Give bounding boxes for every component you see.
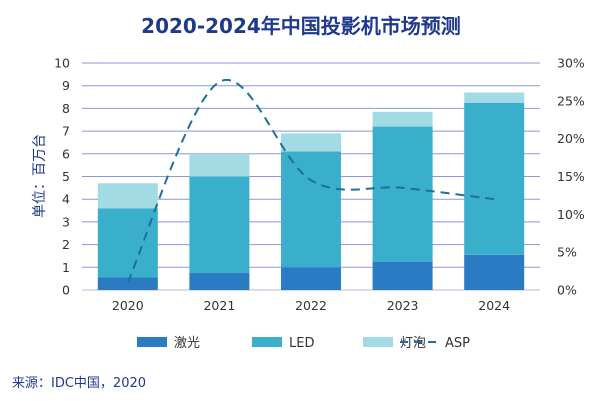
bar-segment bbox=[464, 254, 525, 290]
y-tick-label: 0 bbox=[62, 283, 70, 298]
chart-title: 2020-2024年中国投影机市场预测 bbox=[141, 14, 461, 38]
bar-segment bbox=[97, 208, 158, 278]
y-tick-label: 10 bbox=[54, 56, 70, 71]
y-tick-label: 3 bbox=[62, 214, 70, 229]
y-axis-label: 单位：百万台 bbox=[32, 134, 48, 218]
bar-segment bbox=[189, 176, 250, 273]
bar-segment bbox=[372, 111, 433, 127]
y2-tick-label: 20% bbox=[557, 131, 585, 146]
y-tick-label: 8 bbox=[62, 101, 70, 116]
bar-segment bbox=[281, 133, 341, 152]
y-tick-label: 1 bbox=[62, 260, 70, 275]
bar-segment bbox=[464, 102, 525, 255]
bar-segment bbox=[372, 261, 433, 290]
legend: 激光 LED 灯泡 ASP bbox=[137, 336, 470, 351]
y2-tick-label: 15% bbox=[557, 169, 585, 184]
y-tick-label: 7 bbox=[62, 124, 70, 139]
bars bbox=[97, 92, 525, 290]
x-tick-label: 2021 bbox=[203, 298, 235, 313]
bar-segment bbox=[464, 92, 525, 103]
legend-swatch bbox=[363, 337, 393, 347]
y2-axis-ticks: 0% 5% 10% 15% 20% 25% 30% bbox=[557, 56, 585, 298]
legend-swatch bbox=[252, 337, 282, 347]
bar-segment bbox=[281, 151, 341, 268]
asp-line bbox=[126, 78, 495, 283]
bar-segment bbox=[281, 267, 341, 290]
asp-line-path bbox=[126, 78, 495, 283]
y-tick-label: 6 bbox=[62, 146, 70, 161]
legend-swatch bbox=[137, 337, 167, 347]
x-tick-label: 2023 bbox=[387, 298, 419, 313]
y2-tick-label: 0% bbox=[557, 283, 577, 298]
x-tick-label: 2020 bbox=[112, 298, 144, 313]
y2-tick-label: 25% bbox=[557, 93, 585, 108]
legend-label: LED bbox=[289, 336, 314, 351]
legend-label: ASP bbox=[445, 336, 470, 351]
bar-segment bbox=[189, 153, 250, 177]
y-tick-label: 2 bbox=[62, 237, 70, 252]
bar-segment bbox=[189, 272, 250, 290]
x-tick-label: 2024 bbox=[478, 298, 510, 313]
legend-label: 灯泡 bbox=[400, 336, 426, 351]
bar-segment bbox=[97, 183, 158, 209]
x-tick-label: 2022 bbox=[295, 298, 327, 313]
y-tick-label: 9 bbox=[62, 78, 70, 93]
legend-label: 激光 bbox=[174, 336, 200, 351]
y-tick-label: 4 bbox=[62, 192, 70, 207]
source-note: 来源：IDC中国，2020 bbox=[12, 376, 146, 391]
y2-tick-label: 30% bbox=[557, 56, 585, 71]
y-tick-label: 5 bbox=[62, 169, 70, 184]
bar-segment bbox=[372, 126, 433, 262]
y2-tick-label: 10% bbox=[557, 207, 585, 222]
x-axis-ticks: 2020 2021 2022 2023 2024 bbox=[112, 298, 510, 313]
y2-tick-label: 5% bbox=[557, 245, 577, 260]
bar-segment bbox=[97, 277, 158, 290]
y-axis-ticks: 0 1 2 3 4 5 6 7 8 9 10 bbox=[54, 56, 70, 298]
